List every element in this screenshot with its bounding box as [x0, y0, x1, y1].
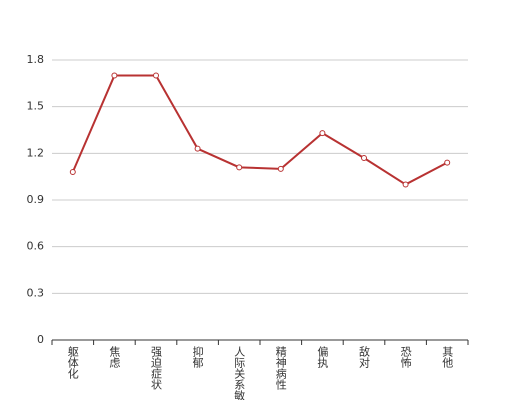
x-tick-label: 偏执 — [316, 345, 329, 369]
x-tick-label: 精神病性 — [274, 346, 287, 391]
y-tick-label: 0.9 — [27, 193, 45, 206]
y-tick-label: 1.2 — [27, 146, 45, 159]
x-tick-label: 躯体化 — [66, 346, 79, 380]
x-tick-label: 其他 — [441, 346, 454, 368]
x-tick-label: 恐怖 — [399, 346, 412, 368]
point — [111, 72, 118, 79]
x-tick-label: 焦虑 — [108, 346, 121, 368]
x-tick-label: 人际关系敏感 — [233, 346, 246, 400]
y-tick-label: 1.5 — [27, 100, 45, 113]
point — [277, 165, 284, 172]
line — [71, 74, 448, 186]
point — [194, 145, 201, 152]
point — [69, 169, 76, 175]
y-tick-label: 1.8 — [27, 53, 45, 66]
point — [361, 155, 367, 161]
point — [236, 164, 243, 171]
x-tick-label: 强迫症状 — [150, 346, 163, 390]
y-tick-label: 0 — [37, 333, 44, 346]
x-tick-label: 敌对 — [358, 345, 371, 368]
point — [444, 159, 451, 166]
y-tick-label: 0.3 — [27, 286, 45, 299]
y-tick-label: 0.6 — [27, 240, 45, 253]
point — [153, 72, 159, 79]
point — [402, 181, 409, 188]
x-tick-label: 抑郁 — [191, 345, 204, 368]
point — [319, 130, 326, 137]
